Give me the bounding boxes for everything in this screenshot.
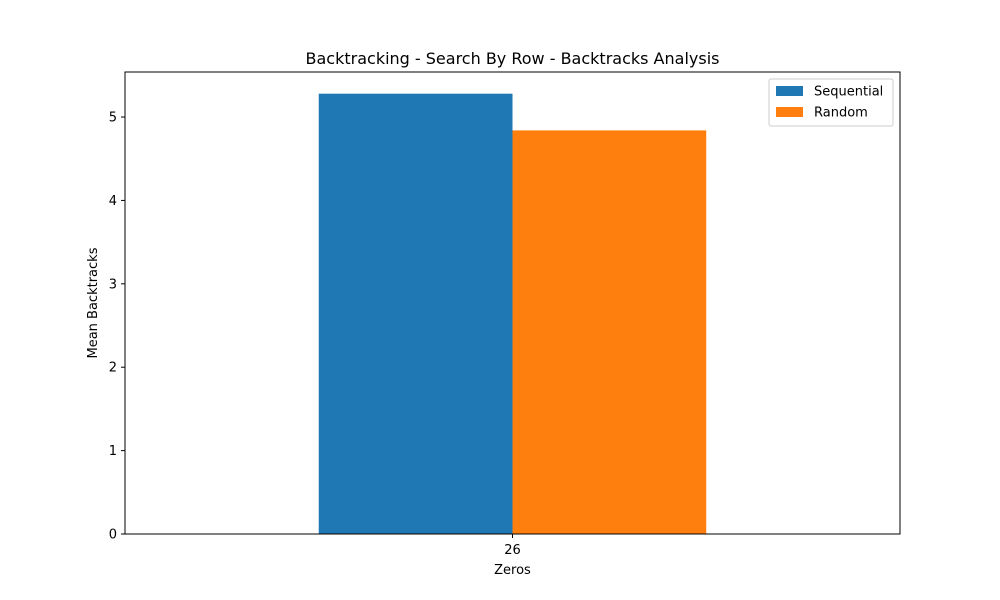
y-tick-label: 0 bbox=[109, 528, 117, 543]
y-tick-label: 2 bbox=[109, 361, 117, 376]
x-tick-label: 26 bbox=[504, 543, 521, 558]
legend-swatch-sequential bbox=[776, 86, 803, 96]
y-tick-label: 5 bbox=[109, 111, 117, 126]
y-axis-label: Mean Backtracks bbox=[86, 247, 101, 358]
x-axis-label: Zeros bbox=[494, 563, 531, 578]
y-tick-label: 1 bbox=[109, 444, 117, 459]
y-axis: 0 1 2 3 4 5 bbox=[109, 111, 125, 543]
legend: Sequential Random bbox=[768, 78, 894, 127]
y-tick-label: 4 bbox=[109, 194, 117, 209]
x-axis: 26 bbox=[504, 534, 521, 558]
legend-label-sequential: Sequential bbox=[814, 85, 883, 100]
bars-layer bbox=[318, 93, 707, 535]
bar-random-26 bbox=[512, 130, 707, 534]
y-tick-label: 3 bbox=[109, 277, 117, 292]
legend-swatch-random bbox=[776, 107, 803, 117]
bar-sequential-26 bbox=[318, 93, 513, 535]
legend-label-random: Random bbox=[814, 106, 868, 121]
chart-title: Backtracking - Search By Row - Backtrack… bbox=[306, 49, 720, 68]
